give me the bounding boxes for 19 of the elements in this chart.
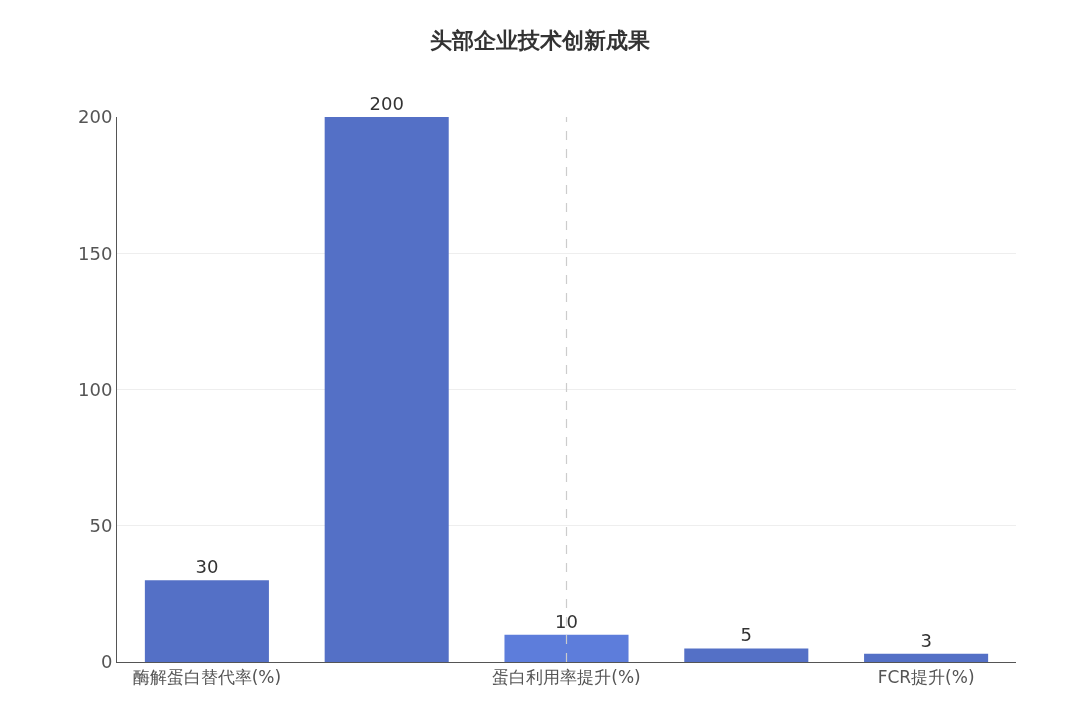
y-tick-label: 50 bbox=[89, 515, 113, 537]
data-label: 5 bbox=[740, 624, 753, 646]
y-tick-label: 200 bbox=[78, 106, 113, 128]
x-tick-label: FCR提升(%) bbox=[877, 667, 975, 688]
bar bbox=[324, 117, 449, 662]
data-label: 3 bbox=[920, 629, 932, 651]
bar bbox=[684, 648, 809, 662]
bar bbox=[144, 580, 269, 662]
data-label: 200 bbox=[369, 93, 404, 114]
y-tick-label: 100 bbox=[78, 378, 113, 400]
data-label: 30 bbox=[195, 556, 219, 578]
bar bbox=[864, 653, 989, 662]
y-tick-label: 0 bbox=[100, 651, 113, 673]
data-label: 10 bbox=[555, 610, 578, 632]
y-tick-label: 150 bbox=[78, 242, 113, 264]
chart-title: 头部企业技术创新成果 bbox=[430, 27, 651, 53]
bar bbox=[504, 634, 629, 662]
x-tick-label: 酶解蛋白替代率(%) bbox=[132, 667, 282, 688]
x-tick-label: 蛋白利用率提升(%) bbox=[492, 667, 641, 688]
